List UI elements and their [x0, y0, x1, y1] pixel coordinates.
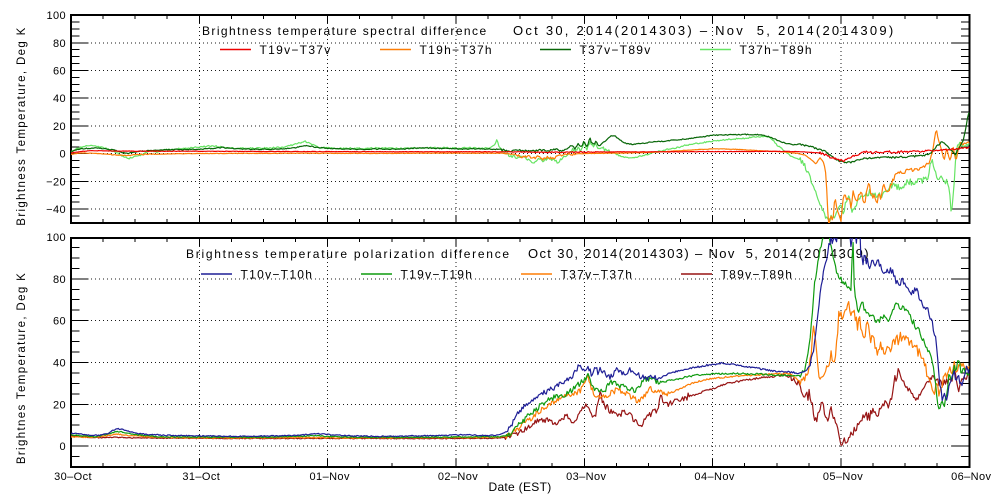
svg-text:Brightness Temperature, Deg K: Brightness Temperature, Deg K: [16, 26, 28, 225]
svg-text:80: 80: [53, 274, 66, 286]
svg-text:Brightness temperature spectra: Brightness temperature spectral differen…: [202, 24, 488, 38]
svg-text:100: 100: [46, 10, 66, 22]
svg-text:40: 40: [53, 93, 66, 105]
svg-text:02–Nov: 02–Nov: [438, 471, 478, 483]
svg-text:0: 0: [59, 441, 66, 453]
svg-text:T10v−T10h: T10v−T10h: [241, 268, 314, 282]
svg-text:T19v−T19h: T19v−T19h: [401, 268, 474, 282]
svg-text:40: 40: [53, 358, 66, 370]
svg-text:20: 20: [53, 121, 66, 133]
svg-text:Brightnes Temperature, Deg K: Brightnes Temperature, Deg K: [16, 272, 28, 464]
svg-text:03–Nov: 03–Nov: [566, 471, 606, 483]
svg-text:Date (EST): Date (EST): [488, 480, 551, 494]
svg-text:Oct 30, 2014(2014303) – Nov 5: Oct 30, 2014(2014303) – Nov 5, 2014(2014…: [528, 246, 870, 261]
svg-text:06–Nov: 06–Nov: [951, 471, 991, 483]
svg-text:T37v−T37h: T37v−T37h: [561, 268, 634, 282]
svg-text:0: 0: [59, 149, 66, 161]
svg-text:05–Nov: 05–Nov: [823, 471, 863, 483]
svg-text:30–Oct: 30–Oct: [54, 471, 92, 483]
svg-text:20: 20: [53, 399, 66, 411]
svg-text:01–Nov: 01–Nov: [310, 471, 350, 483]
svg-text:80: 80: [53, 38, 66, 50]
svg-text:T19v−T37v: T19v−T37v: [260, 43, 332, 57]
svg-text:04–Nov: 04–Nov: [694, 471, 734, 483]
svg-text:T19h−T37h: T19h−T37h: [420, 43, 493, 57]
svg-text:Brightness temperature polariz: Brightness temperature polarization diff…: [186, 247, 511, 261]
svg-text:Oct 30, 2014(2014303) – Nov 5: Oct 30, 2014(2014303) – Nov 5, 2014(2014…: [513, 23, 895, 38]
svg-text:100: 100: [46, 232, 66, 244]
svg-text:60: 60: [53, 316, 66, 328]
svg-text:−20: −20: [46, 176, 66, 188]
svg-text:T37h−T89h: T37h−T89h: [740, 43, 813, 57]
svg-text:T37v−T89v: T37v−T89v: [580, 43, 652, 57]
svg-text:31–Oct: 31–Oct: [182, 471, 220, 483]
svg-text:60: 60: [53, 66, 66, 78]
svg-text:T89v−T89h: T89v−T89h: [721, 268, 794, 282]
svg-text:−40: −40: [46, 204, 66, 216]
